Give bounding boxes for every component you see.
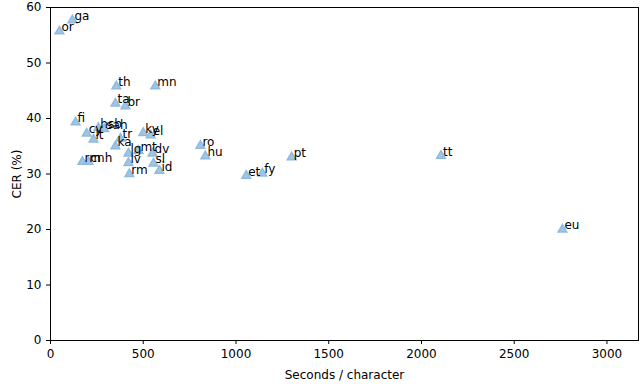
svg-text:mn: mn [157,75,176,89]
svg-text:2000: 2000 [406,347,437,361]
svg-text:or: or [61,20,73,34]
svg-text:fy: fy [264,162,275,176]
svg-text:et: et [248,165,260,179]
svg-text:0: 0 [47,347,55,361]
svg-text:20: 20 [26,222,41,236]
svg-text:1000: 1000 [221,347,252,361]
svg-text:br: br [127,95,140,109]
svg-text:th: th [118,75,130,89]
svg-text:3000: 3000 [592,347,623,361]
svg-text:fi: fi [78,111,86,125]
svg-text:30: 30 [26,167,41,181]
svg-text:el: el [153,124,164,138]
svg-text:id: id [161,160,172,174]
svg-text:50: 50 [26,56,41,70]
svg-text:10: 10 [26,278,41,292]
svg-text:lt: lt [96,128,104,142]
svg-text:cnh: cnh [91,151,113,165]
svg-text:CER (%): CER (%) [10,150,24,199]
svg-text:ga: ga [74,9,89,23]
svg-text:hu: hu [207,145,222,159]
svg-text:40: 40 [26,111,41,125]
svg-text:rm: rm [131,163,147,177]
svg-text:0: 0 [34,333,42,347]
svg-text:1500: 1500 [313,347,344,361]
svg-text:500: 500 [132,347,155,361]
svg-text:eu: eu [564,218,579,232]
svg-text:2500: 2500 [499,347,530,361]
svg-text:Seconds / character: Seconds / character [285,368,405,382]
svg-text:ka: ka [117,135,131,149]
svg-text:pt: pt [294,146,307,160]
svg-text:tt: tt [443,145,453,159]
svg-text:60: 60 [26,0,41,14]
